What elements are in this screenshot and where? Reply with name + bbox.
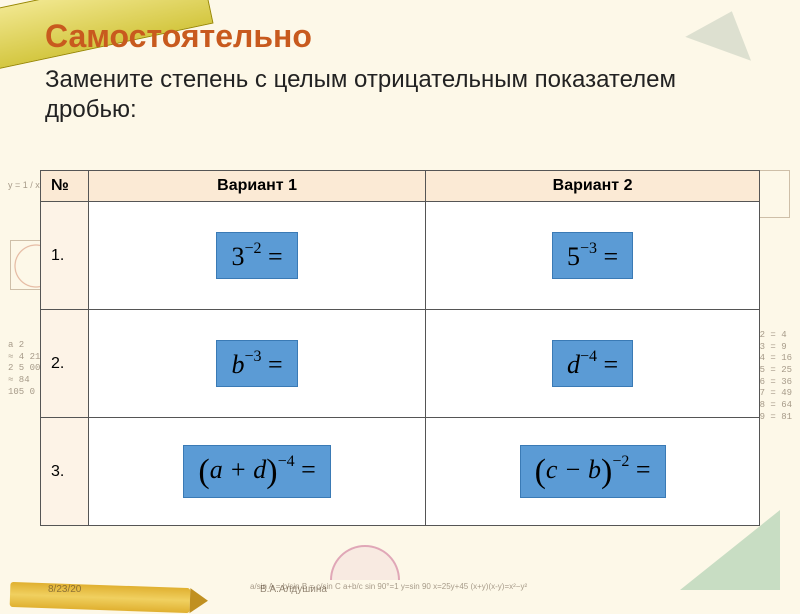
- cell-variant-1: b−3 =: [89, 310, 426, 418]
- task-text: Замените степень с целым отрицательным п…: [45, 65, 755, 125]
- footer-date: 8/23/20: [48, 584, 81, 595]
- row-number: 2.: [41, 310, 89, 418]
- protractor-icon: [330, 545, 400, 580]
- cell-variant-1: (a + d)−4 =: [89, 418, 426, 526]
- cell-variant-2: d−4 =: [426, 310, 760, 418]
- header-number: №: [41, 171, 89, 202]
- footer-author: В.А.Алдушина: [260, 584, 327, 595]
- pencil-icon: [10, 582, 191, 613]
- exercise-table: № Вариант 1 Вариант 2 1.3−2 =5−3 =2.b−3 …: [40, 170, 760, 526]
- cell-variant-2: (c − b)−2 =: [426, 418, 760, 526]
- cell-variant-2: 5−3 =: [426, 202, 760, 310]
- header-variant-2: Вариант 2: [426, 171, 760, 202]
- table-row: 2.b−3 =d−4 =: [41, 310, 760, 418]
- row-number: 1.: [41, 202, 89, 310]
- slide-title: Самостоятельно: [45, 18, 755, 55]
- cell-variant-1: 3−2 =: [89, 202, 426, 310]
- bg-text: y = 1 / x: [8, 180, 40, 192]
- table-row: 1.3−2 =5−3 =: [41, 202, 760, 310]
- table-row: 3.(a + d)−4 =(c − b)−2 =: [41, 418, 760, 526]
- row-number: 3.: [41, 418, 89, 526]
- header-variant-1: Вариант 1: [89, 171, 426, 202]
